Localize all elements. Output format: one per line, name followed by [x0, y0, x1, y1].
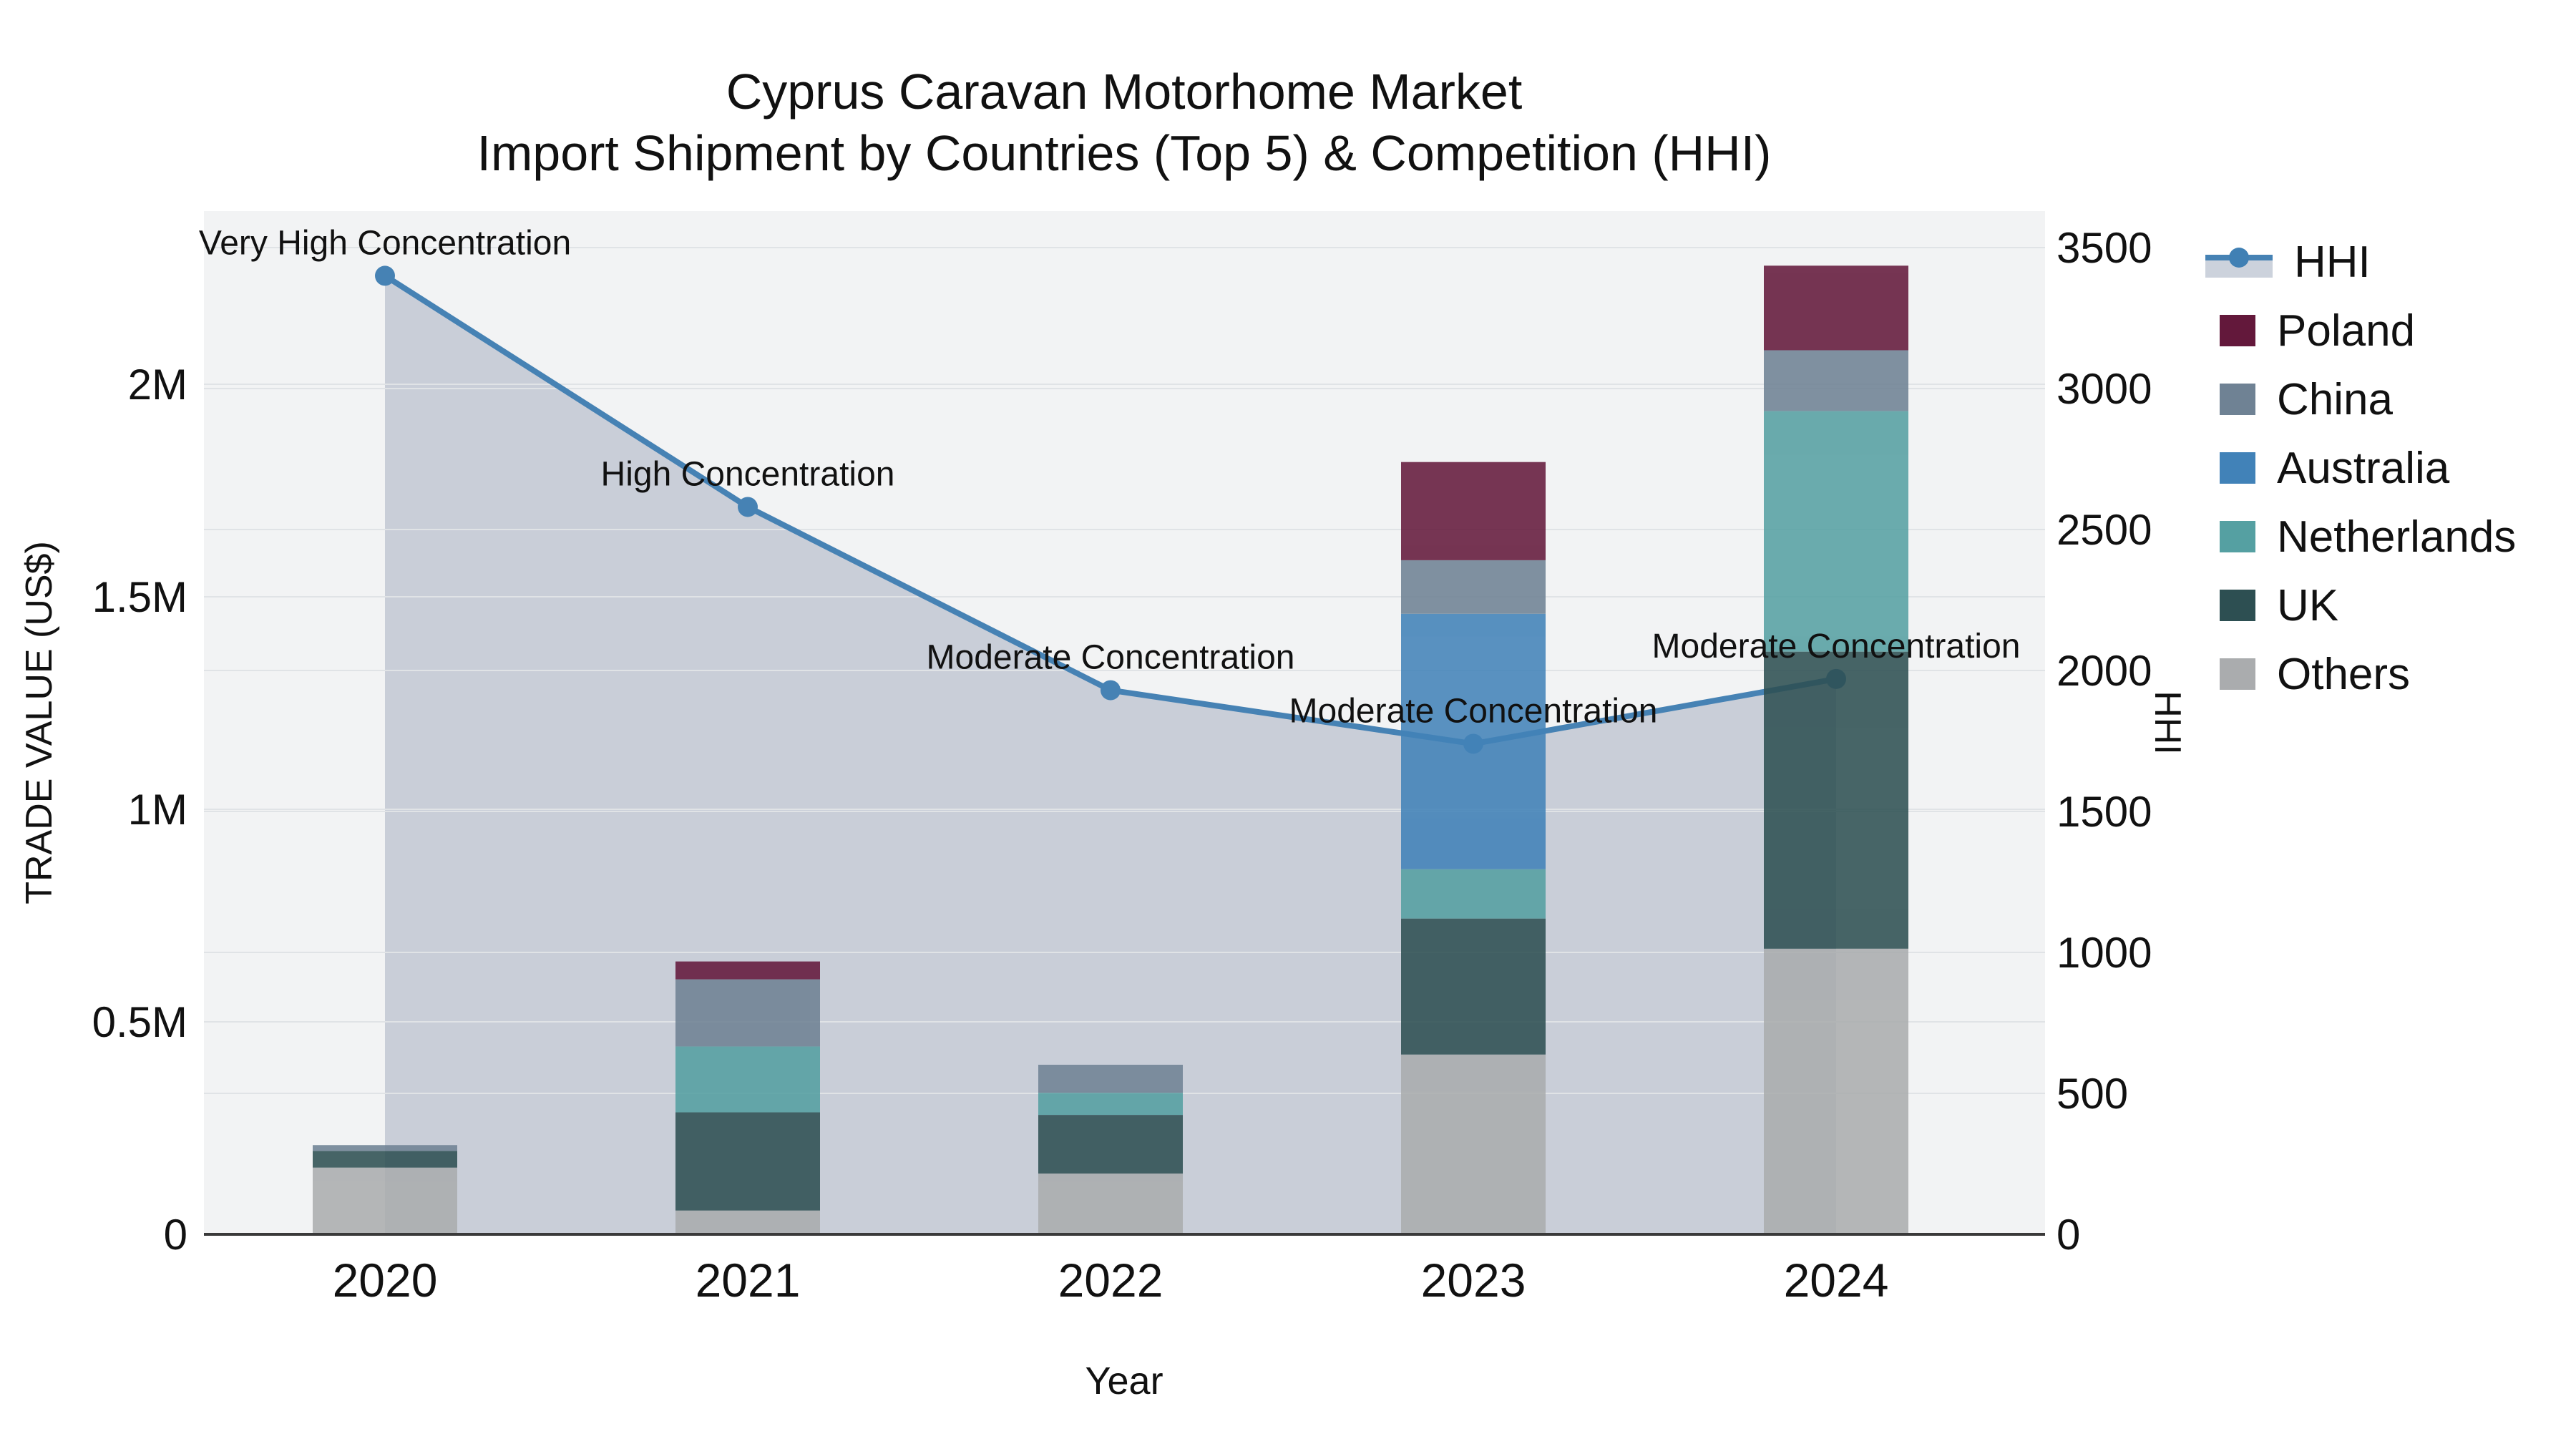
- y-left-tick-label: 0: [164, 1211, 187, 1259]
- bar-2020-uk[interactable]: [313, 1151, 457, 1168]
- y-right-tick-label: 3500: [2057, 224, 2152, 272]
- y-right-axis-title: HHI: [2147, 691, 2188, 755]
- bar-2021-others[interactable]: [675, 1210, 820, 1234]
- legend-label: Poland: [2277, 306, 2416, 356]
- x-tick-label: 2023: [1421, 1254, 1526, 1307]
- legend: HHI Poland China Australia Netherlands UK Othe…: [2205, 228, 2516, 708]
- y-right-tick-label: 3000: [2057, 365, 2152, 413]
- hhi-annotation-2024: Moderate Concentration: [1652, 628, 2021, 665]
- legend-label: China: [2277, 374, 2393, 424]
- legend-item-australia[interactable]: Australia: [2205, 434, 2516, 502]
- x-tick-label: 2021: [696, 1254, 801, 1307]
- legend-item-china[interactable]: China: [2205, 365, 2516, 434]
- x-axis-title: Year: [1085, 1360, 1163, 1402]
- chart-title-line1: Cyprus Caravan Motorhome Market: [726, 64, 1523, 119]
- legend-label: Others: [2277, 649, 2411, 699]
- y-left-tick-label: 2M: [128, 361, 187, 409]
- bar-2023-netherlands[interactable]: [1401, 869, 1546, 919]
- bar-2021-china[interactable]: [675, 979, 820, 1047]
- x-tick-label: 2022: [1058, 1254, 1163, 1307]
- y-left-tick-label: 1M: [128, 786, 187, 834]
- bar-2024-netherlands[interactable]: [1764, 411, 1908, 652]
- bar-2023-china[interactable]: [1401, 560, 1546, 614]
- legend-swatch-icon: [2220, 658, 2255, 690]
- legend-item-uk[interactable]: UK: [2205, 571, 2516, 640]
- legend-swatch-icon: [2220, 384, 2255, 415]
- y-left-axis-title: TRADE VALUE (US$): [19, 541, 60, 904]
- hhi-annotation-2023: Moderate Concentration: [1289, 692, 1658, 730]
- bar-2021-uk[interactable]: [675, 1112, 820, 1211]
- legend-item-others[interactable]: Others: [2205, 640, 2516, 708]
- hhi-marker-2020[interactable]: [375, 265, 395, 286]
- legend-label: HHI: [2294, 237, 2371, 287]
- legend-item-hhi[interactable]: HHI: [2205, 228, 2516, 296]
- legend-swatch-icon: [2220, 590, 2255, 621]
- hhi-line-swatch-icon: [2205, 243, 2273, 280]
- bar-2022-netherlands[interactable]: [1038, 1093, 1183, 1116]
- bar-2024-china[interactable]: [1764, 350, 1908, 411]
- y-left-tick-label: 1.5M: [92, 573, 187, 621]
- bar-2020-china[interactable]: [313, 1145, 457, 1151]
- bar-2024-poland[interactable]: [1764, 265, 1908, 351]
- bar-2024-uk[interactable]: [1764, 651, 1908, 949]
- chart-title-line2: Import Shipment by Countries (Top 5) & C…: [477, 125, 1772, 181]
- legend-swatch-icon: [2220, 452, 2255, 484]
- bar-2021-netherlands[interactable]: [675, 1046, 820, 1113]
- hhi-annotation-2022: Moderate Concentration: [927, 639, 1295, 677]
- legend-item-poland[interactable]: Poland: [2205, 296, 2516, 365]
- legend-label: Australia: [2277, 443, 2450, 493]
- legend-swatch-icon: [2220, 315, 2255, 346]
- hhi-annotation-2020: Very High Concentration: [199, 224, 571, 262]
- bar-2022-uk[interactable]: [1038, 1115, 1183, 1174]
- hhi-marker-2021[interactable]: [738, 497, 758, 517]
- hhi-annotation-2021: High Concentration: [601, 455, 895, 493]
- bar-2022-china[interactable]: [1038, 1064, 1183, 1093]
- legend-label: UK: [2277, 580, 2339, 630]
- legend-swatch-icon: [2220, 521, 2255, 552]
- bar-2024-others[interactable]: [1764, 948, 1908, 1234]
- y-left-tick-label: 0.5M: [92, 998, 187, 1046]
- bar-2022-others[interactable]: [1038, 1174, 1183, 1234]
- y-right-tick-label: 2500: [2057, 506, 2152, 554]
- y-right-tick-label: 500: [2057, 1070, 2128, 1118]
- hhi-marker-2022[interactable]: [1101, 680, 1121, 701]
- bar-2020-others[interactable]: [313, 1167, 457, 1234]
- bar-2023-poland[interactable]: [1401, 462, 1546, 560]
- x-tick-label: 2020: [333, 1254, 438, 1307]
- legend-item-netherlands[interactable]: Netherlands: [2205, 502, 2516, 571]
- y-right-tick-label: 0: [2057, 1211, 2080, 1259]
- y-right-tick-label: 2000: [2057, 647, 2152, 695]
- x-tick-label: 2024: [1784, 1254, 1889, 1307]
- bar-2023-others[interactable]: [1401, 1054, 1546, 1234]
- bar-2023-uk[interactable]: [1401, 918, 1546, 1055]
- legend-label: Netherlands: [2277, 512, 2517, 562]
- bar-2023-australia[interactable]: [1401, 613, 1546, 869]
- y-right-tick-label: 1000: [2057, 929, 2152, 977]
- y-right-tick-label: 1500: [2057, 788, 2152, 836]
- bar-2021-poland[interactable]: [675, 961, 820, 980]
